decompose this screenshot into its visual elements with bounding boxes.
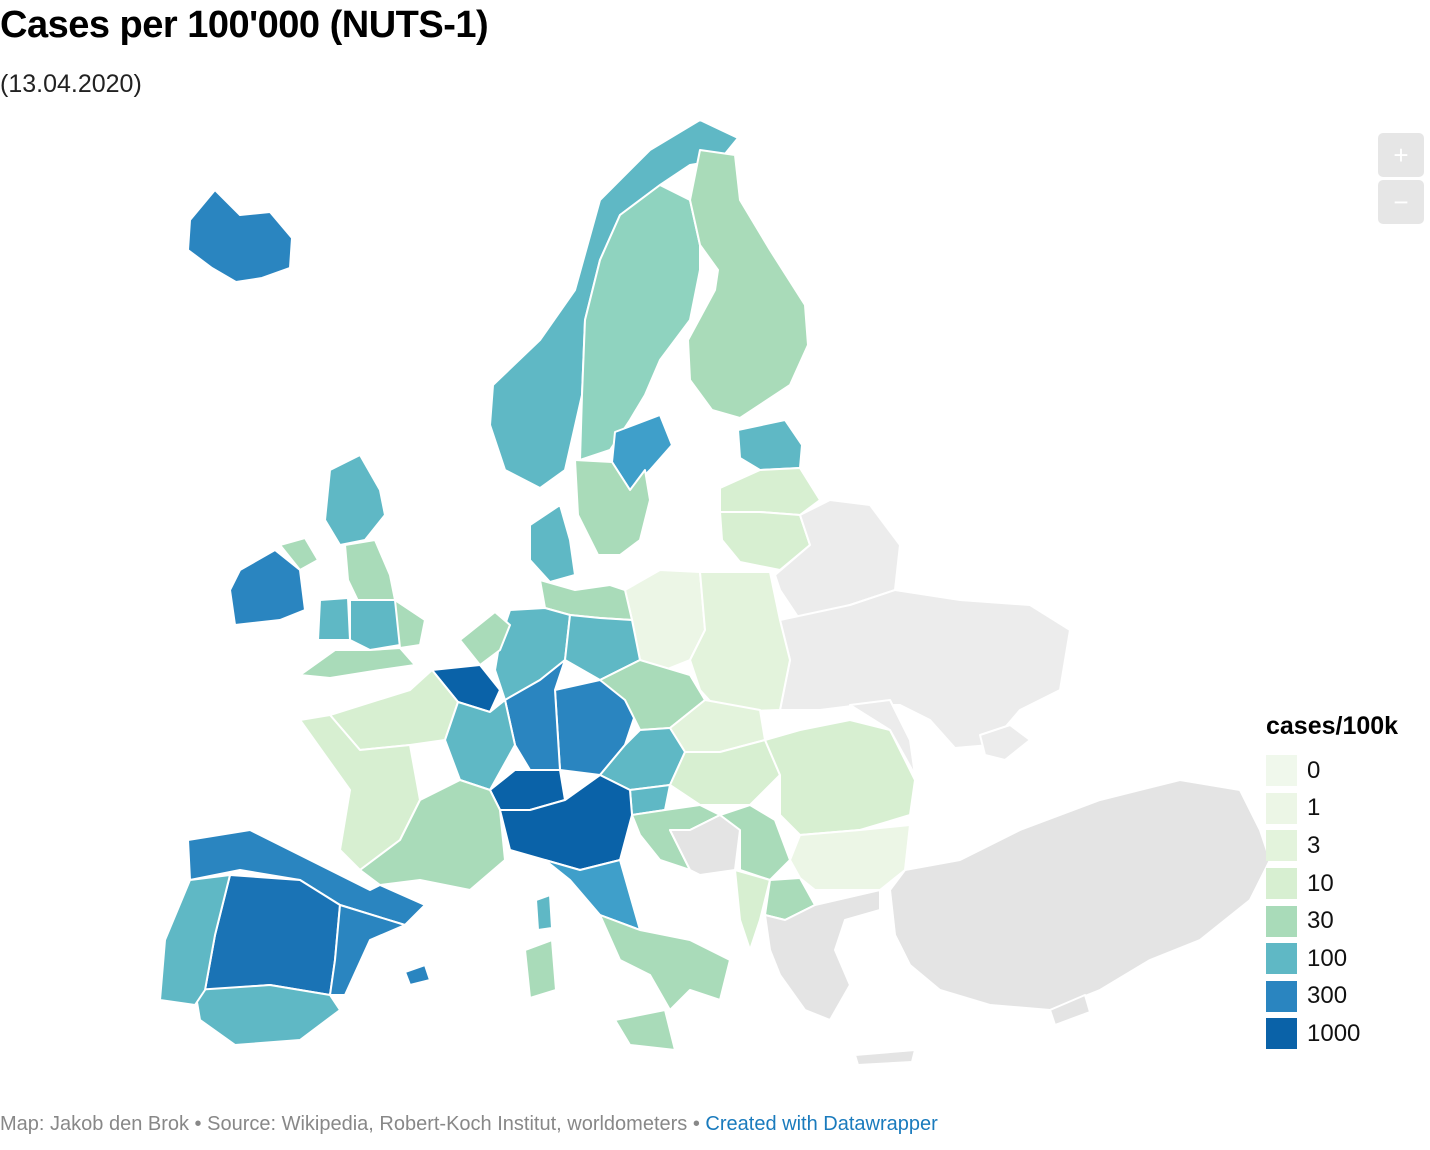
legend-swatch — [1266, 755, 1297, 787]
zoom-out-button[interactable]: − — [1378, 180, 1424, 224]
legend-label: 100 — [1307, 944, 1348, 972]
legend-item: 3 — [1266, 827, 1426, 865]
region-serbia[interactable] — [719, 804, 791, 881]
legend-swatch — [1266, 868, 1297, 900]
region-portugal[interactable] — [159, 874, 231, 1006]
datawrapper-credit-link[interactable]: Created with Datawrapper — [705, 1113, 938, 1135]
region-crimea[interactable] — [979, 724, 1031, 761]
region-bosnia[interactable] — [669, 814, 741, 876]
region-northern-ireland[interactable] — [279, 537, 319, 571]
legend-label: 30 — [1307, 907, 1334, 935]
region-iceland[interactable] — [187, 189, 293, 283]
europe-choropleth-map[interactable] — [0, 110, 1300, 1080]
legend-item: 0 — [1266, 752, 1426, 790]
legend: cases/100k 0 1 3 10 30 100 300 1000 — [1266, 708, 1426, 1053]
region-spain-north[interactable] — [187, 829, 426, 926]
legend-swatch — [1266, 943, 1297, 975]
legend-swatch — [1266, 830, 1297, 862]
legend-item: 10 — [1266, 865, 1426, 903]
region-italy-centre[interactable] — [544, 859, 641, 931]
region-spain-east[interactable] — [329, 904, 406, 996]
chart-title: Cases per 100'000 (NUTS-1) — [0, 4, 489, 46]
region-romania[interactable] — [764, 719, 916, 836]
region-wales[interactable] — [317, 597, 351, 641]
legend-item: 1000 — [1266, 1015, 1426, 1053]
legend-swatch — [1266, 980, 1297, 1012]
footer: Map: Jakob den Brok • Source: Wikipedia,… — [0, 1113, 938, 1136]
chart-subtitle: (13.04.2020) — [0, 70, 142, 98]
region-ireland[interactable] — [229, 549, 306, 626]
legend-title: cases/100k — [1266, 712, 1399, 740]
region-finland[interactable] — [687, 149, 809, 419]
region-england-east[interactable] — [394, 599, 426, 649]
region-bulgaria[interactable] — [789, 824, 911, 891]
legend-label: 1000 — [1307, 1019, 1361, 1047]
legend-label: 3 — [1307, 831, 1321, 859]
region-netherlands[interactable] — [459, 611, 511, 666]
legend-item: 1 — [1266, 790, 1426, 828]
region-hungary[interactable] — [669, 739, 781, 806]
region-latvia[interactable] — [719, 467, 821, 516]
region-denmark[interactable] — [529, 504, 576, 583]
legend-label: 10 — [1307, 869, 1334, 897]
region-sweden-south[interactable] — [574, 459, 651, 556]
region-balearics[interactable] — [404, 964, 431, 986]
region-crete[interactable] — [854, 1049, 916, 1066]
region-moldova[interactable] — [849, 699, 916, 776]
region-corsica[interactable] — [535, 894, 553, 931]
region-baden-wuerttemberg[interactable] — [504, 659, 566, 771]
legend-swatch — [1266, 905, 1297, 937]
legend-label: 1 — [1307, 794, 1321, 822]
region-sicily[interactable] — [614, 1009, 676, 1051]
region-estonia[interactable] — [737, 419, 803, 471]
zoom-in-button[interactable]: + — [1378, 133, 1424, 177]
region-poland-east[interactable] — [689, 571, 791, 713]
region-england-north[interactable] — [344, 539, 396, 606]
legend-swatch — [1266, 1018, 1297, 1050]
legend-item: 30 — [1266, 902, 1426, 940]
region-italy-south[interactable] — [599, 914, 731, 1011]
region-england-south[interactable] — [299, 647, 416, 679]
region-scotland[interactable] — [324, 454, 386, 546]
legend-item: 100 — [1266, 940, 1426, 978]
region-france-east[interactable] — [444, 699, 516, 791]
region-montenegro-albania[interactable] — [734, 869, 771, 951]
region-sardinia[interactable] — [524, 939, 557, 999]
region-france-south[interactable] — [359, 779, 506, 891]
region-turkey[interactable] — [889, 779, 1271, 1011]
legend-swatch — [1266, 792, 1297, 824]
region-greece[interactable] — [764, 889, 881, 1021]
legend-label: 0 — [1307, 756, 1321, 784]
footer-source: Map: Jakob den Brok • Source: Wikipedia,… — [0, 1113, 706, 1135]
region-cyprus[interactable] — [1049, 994, 1091, 1026]
legend-label: 300 — [1307, 982, 1348, 1010]
region-andalusia[interactable] — [194, 984, 341, 1046]
legend-item: 300 — [1266, 978, 1426, 1016]
